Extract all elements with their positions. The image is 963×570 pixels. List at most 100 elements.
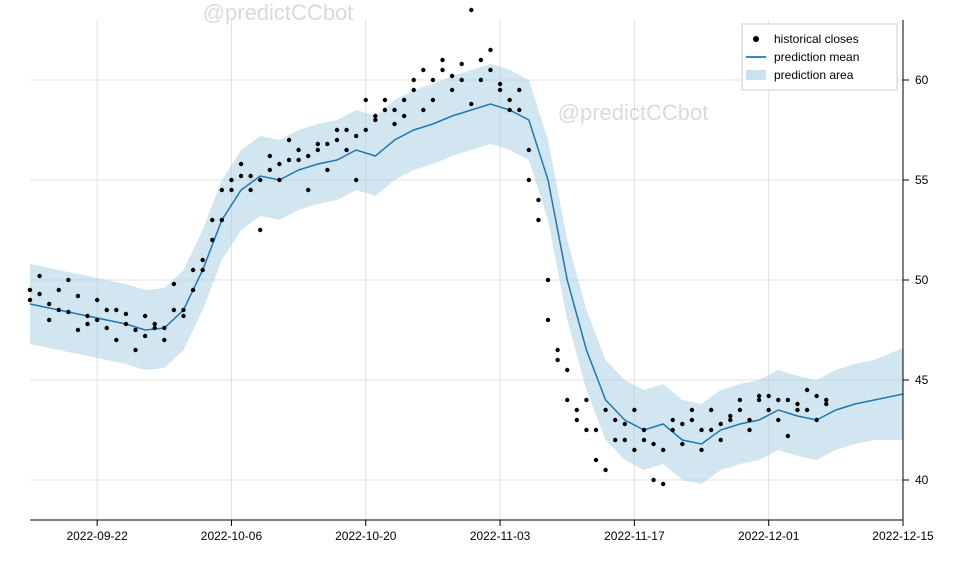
scatter-point	[220, 188, 224, 192]
scatter-point	[517, 88, 521, 92]
scatter-point	[709, 428, 713, 432]
scatter-point	[575, 418, 579, 422]
scatter-point	[354, 134, 358, 138]
scatter-point	[66, 278, 70, 282]
scatter-point	[527, 178, 531, 182]
scatter-point	[229, 178, 233, 182]
scatter-point	[507, 98, 511, 102]
scatter-point	[795, 408, 799, 412]
scatter-point	[766, 408, 770, 412]
y-tick-label: 45	[915, 373, 929, 387]
scatter-point	[632, 408, 636, 412]
scatter-point	[133, 348, 137, 352]
scatter-point	[709, 408, 713, 412]
scatter-point	[220, 218, 224, 222]
scatter-point	[786, 398, 790, 402]
scatter-point	[546, 278, 550, 282]
scatter-point	[200, 258, 204, 262]
scatter-point	[66, 310, 70, 314]
scatter-point	[431, 78, 435, 82]
scatter-point	[651, 442, 655, 446]
scatter-point	[296, 158, 300, 162]
scatter-point	[786, 434, 790, 438]
scatter-point	[469, 102, 473, 106]
scatter-point	[584, 428, 588, 432]
x-tick-label: 2022-12-01	[738, 529, 800, 543]
scatter-point	[114, 308, 118, 312]
scatter-point	[373, 118, 377, 122]
scatter-point	[460, 78, 464, 82]
scatter-point	[805, 408, 809, 412]
scatter-point	[680, 442, 684, 446]
scatter-point	[536, 198, 540, 202]
scatter-point	[824, 402, 828, 406]
scatter-point	[172, 282, 176, 286]
scatter-point	[747, 418, 751, 422]
scatter-point	[421, 108, 425, 112]
watermark: @predictCCbot	[203, 0, 354, 25]
scatter-point	[555, 348, 559, 352]
scatter-point	[76, 328, 80, 332]
x-tick-label: 2022-11-03	[470, 529, 531, 543]
legend-label: historical closes	[774, 32, 859, 46]
scatter-point	[239, 162, 243, 166]
scatter-point	[143, 334, 147, 338]
scatter-point	[661, 448, 665, 452]
scatter-point	[287, 158, 291, 162]
scatter-point	[392, 108, 396, 112]
scatter-point	[85, 314, 89, 318]
scatter-point	[239, 174, 243, 178]
scatter-point	[613, 418, 617, 422]
scatter-point	[565, 398, 569, 402]
scatter-point	[268, 154, 272, 158]
scatter-point	[210, 238, 214, 242]
scatter-point	[85, 322, 89, 326]
scatter-point	[306, 154, 310, 158]
scatter-point	[162, 326, 166, 330]
scatter-point	[191, 288, 195, 292]
scatter-point	[431, 98, 435, 102]
scatter-point	[28, 298, 32, 302]
scatter-point	[460, 62, 464, 66]
scatter-point	[162, 338, 166, 342]
scatter-point	[105, 326, 109, 330]
x-tick-label: 2022-10-20	[335, 529, 397, 543]
scatter-point	[546, 318, 550, 322]
x-tick-label: 2022-11-17	[604, 529, 665, 543]
scatter-point	[738, 398, 742, 402]
scatter-point	[555, 358, 559, 362]
scatter-point	[412, 78, 416, 82]
scatter-point	[364, 128, 368, 132]
scatter-point	[507, 108, 511, 112]
scatter-point	[488, 68, 492, 72]
scatter-point	[584, 398, 588, 402]
scatter-point	[479, 78, 483, 82]
scatter-point	[335, 128, 339, 132]
scatter-point	[383, 98, 387, 102]
y-tick-label: 55	[915, 173, 929, 187]
scatter-point	[594, 458, 598, 462]
scatter-point	[613, 438, 617, 442]
scatter-point	[153, 322, 157, 326]
scatter-point	[690, 408, 694, 412]
scatter-point	[527, 148, 531, 152]
scatter-point	[479, 58, 483, 62]
scatter-point	[805, 388, 809, 392]
scatter-point	[690, 418, 694, 422]
scatter-point	[575, 408, 579, 412]
scatter-point	[469, 8, 473, 12]
scatter-point	[565, 368, 569, 372]
scatter-point	[47, 302, 51, 306]
scatter-point	[824, 398, 828, 402]
scatter-point	[412, 88, 416, 92]
scatter-point	[124, 312, 128, 316]
scatter-point	[421, 68, 425, 72]
scatter-point	[671, 418, 675, 422]
scatter-point	[402, 98, 406, 102]
scatter-point	[143, 314, 147, 318]
scatter-point	[440, 68, 444, 72]
scatter-point	[795, 402, 799, 406]
scatter-point	[344, 128, 348, 132]
scatter-point	[623, 438, 627, 442]
scatter-point	[354, 178, 358, 182]
